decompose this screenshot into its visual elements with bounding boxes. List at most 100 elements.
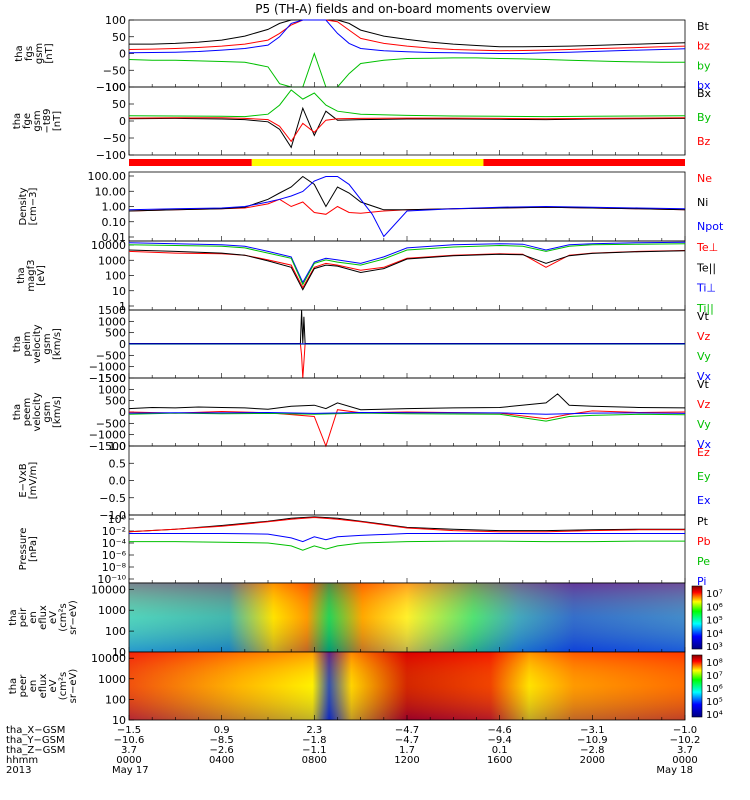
- colorbar-tick: 10⁶: [706, 602, 723, 613]
- legend-entry: Bx: [697, 87, 712, 100]
- series-line: [128, 19, 686, 52]
- series-line: [128, 106, 686, 149]
- y-axis-label: peim: [22, 331, 33, 356]
- ephemeris-value: −4.6: [488, 725, 512, 736]
- panel-frame: [128, 19, 686, 88]
- y-axis-label: tha: [12, 404, 23, 420]
- y-tick-label: −50: [103, 64, 126, 77]
- series-line: [128, 243, 686, 286]
- series-line: [129, 309, 685, 344]
- panel-2: 100 50 0 −50 −100 tha fge gsm −t89 [nT] Bx By Bz: [12, 81, 712, 162]
- colorbar-tick: 10⁷: [706, 671, 723, 682]
- y-tick-label: −50: [103, 132, 126, 145]
- series-line: [128, 198, 686, 215]
- legend-entry: Pb: [697, 535, 711, 548]
- ephemeris-label: tha_Y−GSM: [6, 735, 65, 746]
- y-tick-label: 10000: [91, 583, 126, 596]
- y-axis-label: gsm: [42, 333, 53, 354]
- y-axis-label: Pressure: [18, 528, 29, 571]
- y-tick-label: 1000: [98, 604, 126, 617]
- legend-entry: Ni: [697, 196, 708, 209]
- panel-1: 100 50 0 −50 −100 tha fgs gsm [nT] Bt bz by bx: [14, 14, 711, 94]
- mode-segment: [129, 159, 252, 166]
- legend-entry: Vt: [697, 378, 710, 391]
- y-axis-label: en: [28, 680, 39, 693]
- panel-frame: [128, 514, 686, 584]
- panel-frame: [128, 171, 686, 242]
- y-tick-label: 10: [112, 285, 126, 298]
- legend-entry: bz: [697, 40, 710, 53]
- series-line: [128, 241, 686, 284]
- panel-10: 10⁸ 10⁷ 10⁶ 10⁵ 10⁴ 10000 1000 100 10 tha peer en ef…: [8, 651, 723, 727]
- ephemeris-value: 3.7: [677, 745, 693, 756]
- ephemeris-value: 3.7: [121, 745, 137, 756]
- y-tick-label: 10.00: [95, 185, 127, 198]
- y-tick-label: −100: [96, 149, 126, 162]
- series-line: [128, 89, 686, 118]
- ephemeris-value: −2.6: [210, 745, 234, 756]
- series-line: [129, 343, 685, 379]
- ephemeris-value: −3.1: [580, 725, 604, 736]
- y-tick-label: 100: [105, 693, 126, 706]
- series-line: [129, 19, 686, 48]
- y-tick-label: 100.00: [88, 170, 127, 183]
- y-tick-label: 100: [105, 625, 126, 638]
- legend-entry: Bz: [697, 135, 711, 148]
- ephemeris-label: hhmm: [6, 755, 38, 766]
- y-axis-label: tha: [8, 609, 19, 625]
- y-tick-label: 1500: [98, 372, 126, 385]
- ephemeris-value: 2000: [580, 755, 605, 766]
- y-tick-label: 50: [112, 98, 126, 111]
- legend-entry: Bt: [697, 20, 710, 33]
- plot-title: P5 (TH-A) fields and on-board moments ov…: [255, 2, 551, 16]
- panel-7: 1.0 0.5 0.0 −0.5 −1.0 E−VxB [mV/m] Ez Ey Ex: [18, 440, 711, 522]
- y-axis-label: fge: [22, 113, 33, 129]
- y-axis-label: eV: [48, 611, 59, 624]
- y-tick-label: −100: [96, 81, 126, 94]
- legend-entry: Vy: [697, 418, 711, 431]
- legend-entry: Te||: [696, 261, 716, 274]
- ephemeris-label: 2013: [6, 765, 31, 776]
- legend-entry: Ne: [697, 172, 712, 185]
- series-line: [128, 249, 686, 291]
- y-axis-label: peer: [18, 674, 29, 698]
- panel-frame: [128, 240, 686, 311]
- y-tick-label: 1500: [98, 304, 126, 317]
- y-tick-label: 1: [119, 300, 126, 313]
- y-axis-label: [eV]: [36, 265, 47, 286]
- legend-entry: Vt: [697, 310, 710, 323]
- ephemeris-value: 1600: [487, 755, 512, 766]
- legend-entry: Vy: [697, 350, 711, 363]
- spectrogram-overlay: [129, 583, 685, 652]
- series-line: [128, 250, 686, 289]
- ephemeris-value: −4.7: [395, 725, 419, 736]
- ephemeris-value: 0000: [116, 755, 141, 766]
- ephemeris-value: 0800: [302, 755, 327, 766]
- panel-4: 10000 1000 100 10 1 tha magf3 [eV] Te⊥ Te|| Ti⊥ Ti|…: [16, 239, 718, 315]
- y-tick-label: 1.00: [102, 201, 127, 214]
- y-axis-label: gsm: [32, 110, 43, 131]
- ephemeris-value: −1.0: [673, 725, 697, 736]
- y-tick-label: 0: [119, 338, 126, 351]
- y-tick-label: 1000: [98, 673, 126, 686]
- y-axis-label: [nPa]: [28, 536, 39, 562]
- legend-entry: Vx: [697, 370, 712, 383]
- ephemeris-value: 0400: [209, 755, 234, 766]
- ephemeris-value: 2.3: [306, 725, 322, 736]
- ephemeris-table: tha_X−GSMtha_Y−GSMtha_Z−GSMhhmm2013−1.5−…: [6, 725, 700, 776]
- series-line: [128, 19, 686, 54]
- y-tick-label: 1000: [98, 254, 126, 267]
- ephemeris-value: May 17: [112, 765, 149, 776]
- spectrogram-overlay: [129, 652, 685, 720]
- legend-entry: Te⊥: [696, 241, 718, 254]
- colorbar-tick: 10⁸: [706, 658, 723, 669]
- y-axis-label: −t89: [42, 108, 53, 133]
- y-tick-label: 10⁻²: [102, 525, 126, 538]
- y-axis-label: fgs: [24, 46, 35, 61]
- y-tick-label: −1.0: [99, 509, 126, 522]
- y-axis-label: [mV/m]: [28, 462, 39, 500]
- ephemeris-value: 0.9: [214, 725, 230, 736]
